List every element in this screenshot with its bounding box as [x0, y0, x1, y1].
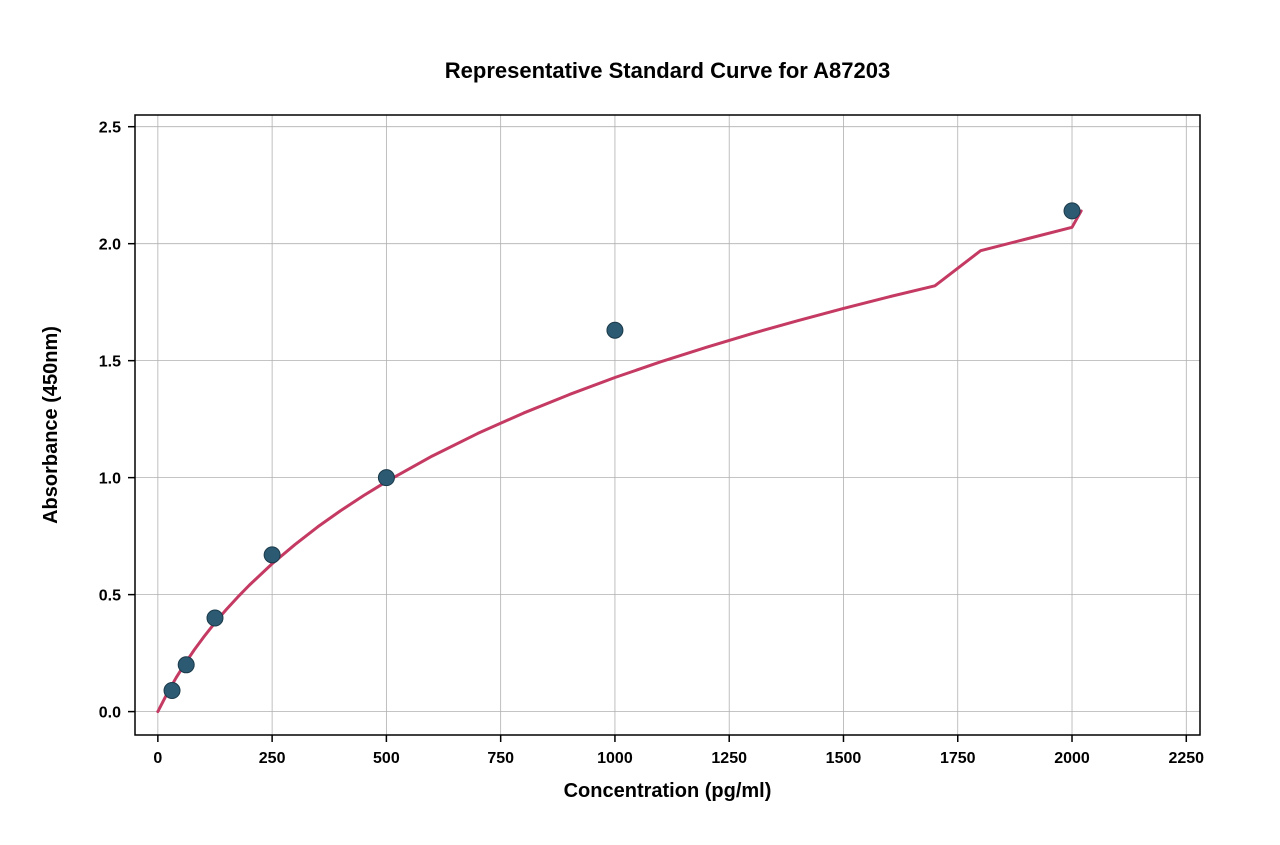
y-tick-label: 2.0 [99, 237, 121, 254]
x-tick-label: 2000 [1054, 750, 1090, 767]
x-axis-label: Concentration (pg/ml) [564, 780, 772, 802]
data-point [164, 683, 180, 699]
x-tick-label: 1000 [597, 750, 633, 767]
standard-curve-chart: 0 250 500 750 1000 1250 1500 1750 2000 2250 0.0 0.5… [0, 0, 1280, 845]
y-tick-label: 1.0 [99, 471, 121, 488]
data-point [207, 610, 223, 626]
y-tick-label: 2.5 [99, 120, 121, 137]
y-tick-label: 0.0 [99, 705, 121, 722]
chart-title: Representative Standard Curve for A87203 [445, 58, 890, 83]
x-tick-label: 750 [487, 750, 514, 767]
x-tick-label: 0 [153, 750, 162, 767]
x-tick-label: 1500 [826, 750, 862, 767]
data-point [264, 547, 280, 563]
x-tick-label: 1750 [940, 750, 976, 767]
y-axis-label: Absorbance (450nm) [40, 326, 62, 524]
y-tick-label: 0.5 [99, 588, 121, 605]
data-point [378, 470, 394, 486]
data-point [607, 322, 623, 338]
chart-container: 0 250 500 750 1000 1250 1500 1750 2000 2250 0.0 0.5… [0, 0, 1280, 845]
x-tick-label: 500 [373, 750, 400, 767]
x-tick-label: 250 [259, 750, 286, 767]
x-tick-label: 1250 [711, 750, 747, 767]
x-tick-label: 2250 [1168, 750, 1204, 767]
data-point [178, 657, 194, 673]
data-point [1064, 203, 1080, 219]
y-tick-label: 1.5 [99, 354, 121, 371]
